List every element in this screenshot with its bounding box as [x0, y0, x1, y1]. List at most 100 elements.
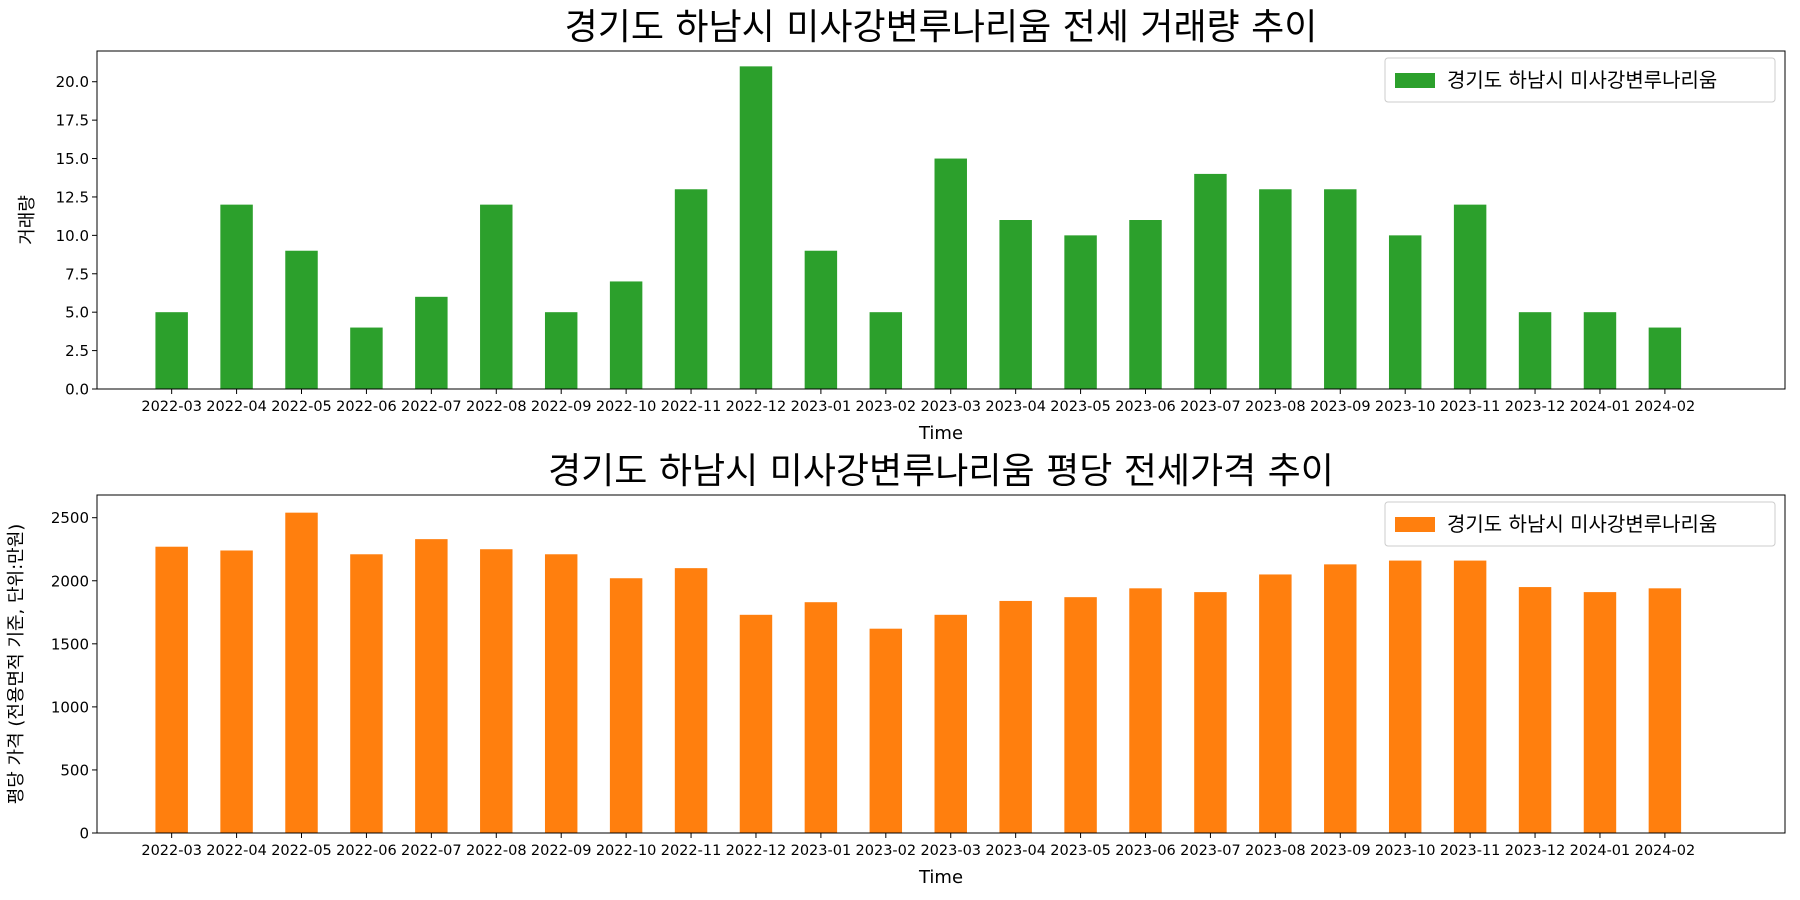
- bar-2022-03: [155, 312, 188, 389]
- x-tick-label: 2022-09: [531, 399, 592, 415]
- x-tick-label: 2022-04: [206, 843, 267, 859]
- bar-2022-06: [350, 554, 383, 833]
- bar-2022-10: [609, 281, 643, 389]
- y-tick-label: 15.0: [56, 150, 89, 168]
- bar-2022-05: [285, 512, 318, 833]
- chart-title: 경기도 하남시 미사강변루나리움 평당 전세가격 추이: [548, 451, 1334, 492]
- x-tick-label: 2023-02: [856, 399, 917, 415]
- bar-2023-02: [869, 628, 903, 833]
- bar-2023-10: [1388, 560, 1422, 833]
- x-tick-label: 2023-08: [1245, 843, 1306, 859]
- bar-2024-01: [1583, 312, 1617, 389]
- legend-swatch: [1395, 517, 1435, 532]
- y-tick-label: 0: [79, 825, 89, 843]
- x-tick-label: 2023-07: [1180, 843, 1241, 859]
- bar-2022-08: [480, 204, 513, 389]
- x-tick-label: 2023-01: [791, 399, 852, 415]
- bar-2022-05: [285, 250, 318, 389]
- x-tick-label: 2023-11: [1440, 399, 1501, 415]
- bar-2023-05: [1064, 597, 1097, 833]
- bar-2023-12: [1518, 312, 1552, 389]
- x-tick-label: 2022-10: [596, 399, 657, 415]
- y-tick-label: 500: [60, 761, 89, 779]
- x-tick-label: 2023-03: [920, 843, 981, 859]
- x-tick-label: 2022-03: [141, 399, 202, 415]
- bar-2023-04: [999, 600, 1032, 833]
- y-tick-label: 2500: [51, 509, 89, 527]
- bar-2022-07: [415, 539, 448, 833]
- bar-2023-11: [1453, 560, 1487, 833]
- x-tick-label: 2023-01: [791, 843, 852, 859]
- bar-2022-06: [350, 327, 383, 389]
- bar-2023-11: [1453, 204, 1487, 389]
- x-axis-label: Time: [918, 867, 963, 888]
- bar-2023-04: [999, 220, 1032, 389]
- x-tick-label: 2023-04: [985, 399, 1046, 415]
- y-tick-label: 2000: [51, 572, 89, 590]
- x-tick-label: 2022-04: [206, 399, 267, 415]
- bar-2022-10: [609, 578, 643, 833]
- plot-frame: [96, 50, 1786, 390]
- bar-2022-03: [155, 546, 188, 833]
- bar-2023-06: [1129, 588, 1162, 833]
- y-tick-label: 0.0: [65, 381, 89, 399]
- x-tick-label: 2022-11: [661, 843, 722, 859]
- legend-label: 경기도 하남시 미사강변루나리움: [1447, 68, 1717, 92]
- bar-2023-07: [1194, 173, 1227, 389]
- x-tick-label: 2022-06: [336, 399, 397, 415]
- bar-2023-09: [1324, 189, 1357, 389]
- x-tick-label: 2023-05: [1050, 399, 1111, 415]
- x-tick-label: 2023-03: [920, 399, 981, 415]
- bar-2022-12: [739, 66, 773, 390]
- bar-2023-06: [1129, 220, 1162, 389]
- bar-2023-12: [1518, 587, 1552, 833]
- bar-2023-07: [1194, 592, 1227, 833]
- legend: 경기도 하남시 미사강변루나리움: [1384, 501, 1776, 547]
- legend-box: [1384, 501, 1776, 547]
- bar-2022-09: [544, 312, 578, 389]
- bar-2023-03: [934, 158, 967, 389]
- chart-panel-1: 경기도 하남시 미사강변루나리움 전세 거래량 추이 0.0 2.5 5.0 7.5 10…: [17, 7, 1786, 444]
- bar-2023-09: [1324, 564, 1357, 833]
- x-tick-label: 2024-01: [1570, 843, 1631, 859]
- y-tick-label: 2.5: [65, 342, 89, 360]
- x-tick-label: 2023-08: [1245, 399, 1306, 415]
- y-tick-label: 7.5: [65, 265, 89, 283]
- x-tick-label: 2024-02: [1635, 843, 1696, 859]
- x-axis-label: Time: [918, 423, 963, 444]
- bar-2022-04: [220, 204, 253, 389]
- bar-2023-10: [1388, 235, 1422, 389]
- chart-title: 경기도 하남시 미사강변루나리움 전세 거래량 추이: [565, 7, 1318, 48]
- legend-swatch: [1395, 73, 1435, 88]
- bar-2022-09: [544, 554, 578, 833]
- x-tick-label: 2022-10: [596, 843, 657, 859]
- x-tick-label: 2023-06: [1115, 843, 1176, 859]
- x-tick-label: 2023-04: [985, 843, 1046, 859]
- x-tick-label: 2022-09: [531, 843, 592, 859]
- bar-2022-12: [739, 614, 773, 833]
- bar-2023-05: [1064, 235, 1097, 389]
- x-tick-label: 2022-07: [401, 843, 462, 859]
- y-tick-label: 12.5: [56, 188, 89, 206]
- x-tick-label: 2023-12: [1505, 399, 1566, 415]
- x-tick-label: 2022-07: [401, 399, 462, 415]
- bar-2023-08: [1259, 189, 1292, 389]
- bar-2022-11: [674, 568, 708, 833]
- bar-2022-11: [674, 189, 708, 389]
- bar-2022-04: [220, 550, 253, 833]
- x-tick-label: 2023-09: [1310, 843, 1371, 859]
- bar-2022-08: [480, 549, 513, 833]
- bar-2023-03: [934, 614, 967, 833]
- x-tick-label: 2023-05: [1050, 843, 1111, 859]
- bar-2023-02: [869, 312, 903, 389]
- y-tick-label: 17.5: [56, 112, 89, 130]
- bar-2023-01: [804, 250, 838, 389]
- x-tick-label: 2023-10: [1375, 843, 1436, 859]
- x-tick-label: 2022-12: [726, 843, 787, 859]
- y-tick-label: 5.0: [65, 304, 89, 322]
- x-tick-label: 2022-03: [141, 843, 202, 859]
- y-tick-label: 10.0: [56, 227, 89, 245]
- x-tick-label: 2022-11: [661, 399, 722, 415]
- bar-2023-08: [1259, 574, 1292, 833]
